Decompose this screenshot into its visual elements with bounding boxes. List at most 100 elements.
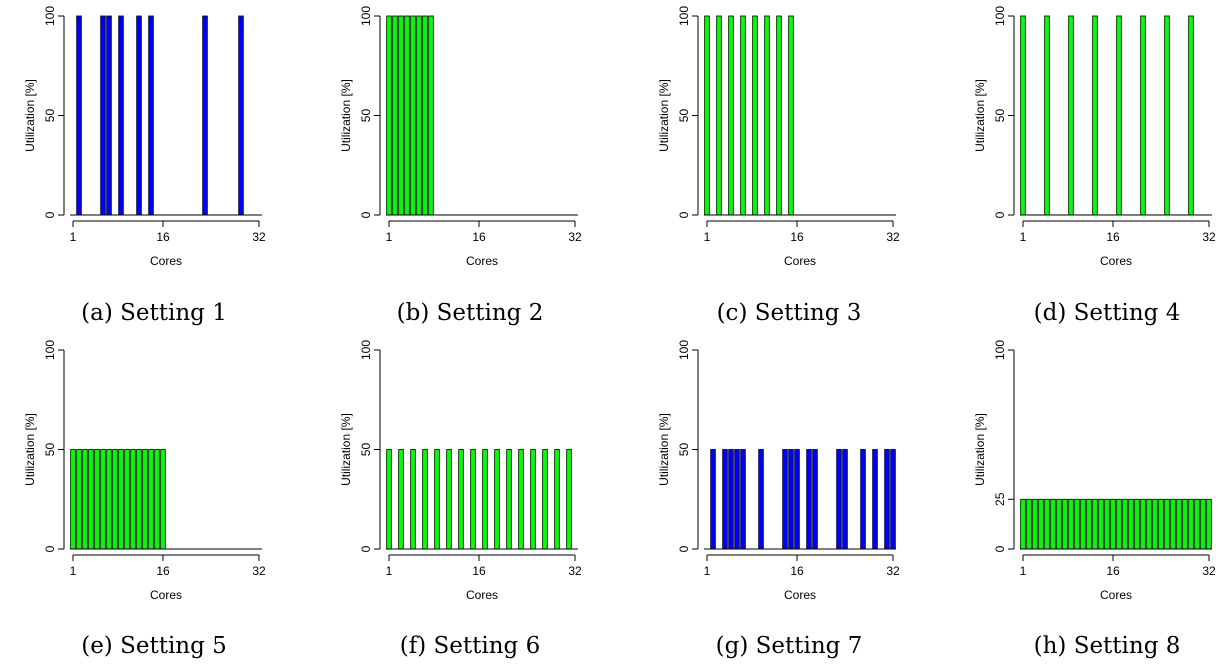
bar-c-core-5	[728, 15, 734, 216]
y-tick-label-e-0: 0	[43, 545, 57, 552]
y-tick-label-d-50: 50	[993, 109, 1007, 123]
bar-h-core-13	[1092, 498, 1098, 550]
bar-b-core-4	[404, 15, 410, 216]
y-axis-label-a: Utilization [%]	[23, 79, 37, 152]
x-tick-label-b-1: 1	[386, 230, 393, 244]
caption-d: (d) Setting 4	[1033, 300, 1181, 326]
caption-g: (g) Setting 7	[715, 633, 863, 659]
bar-d-core-21	[1140, 15, 1146, 216]
bar-f-core-27	[542, 449, 548, 550]
bar-f-core-7	[422, 449, 428, 550]
bar-g-core-5	[728, 449, 734, 550]
chart-d: 0 50 100 Utilization [%] 1 16 32 Cores	[973, 6, 1216, 268]
x-axis-label-g: Cores	[784, 588, 816, 602]
bar-h-core-30	[1194, 498, 1200, 550]
bar-b-core-8	[428, 15, 434, 216]
bar-g-core-18	[806, 449, 812, 550]
bar-e-core-1	[70, 449, 76, 550]
x-tick-label-g-16: 16	[790, 564, 804, 578]
y-tick-label-f-50: 50	[359, 443, 373, 457]
y-tick-label-c-100: 100	[677, 6, 691, 26]
y-tick-label-g-50: 50	[677, 443, 691, 457]
bar-h-core-29	[1188, 498, 1194, 550]
bar-a-core-2	[76, 15, 82, 216]
y-axis-label-g: Utilization [%]	[657, 413, 671, 486]
bar-a-core-23	[202, 15, 208, 216]
y-axis-label-d: Utilization [%]	[973, 79, 987, 152]
x-tick-label-g-32: 32	[886, 564, 900, 578]
bar-d-core-1	[1020, 15, 1026, 216]
bar-b-core-2	[392, 15, 398, 216]
x-axis-label-d: Cores	[1100, 254, 1132, 268]
x-tick-label-e-1: 1	[70, 564, 77, 578]
bar-g-core-4	[722, 449, 728, 550]
x-tick-label-h-1: 1	[1020, 564, 1027, 578]
chart-f: 0 50 100 Utilization [%] 1 16 32 Cores	[339, 340, 582, 602]
x-tick-label-a-1: 1	[70, 230, 77, 244]
chart-c: 0 50 100 Utilization [%] 1 16 32 Cores	[657, 6, 900, 268]
bar-f-core-5	[410, 449, 416, 550]
y-tick-label-b-0: 0	[359, 211, 373, 218]
bar-e-core-16	[160, 449, 166, 550]
bar-a-core-9	[118, 15, 124, 216]
bar-g-core-29	[872, 449, 878, 550]
bar-c-core-15	[788, 15, 794, 216]
x-axis-label-c: Cores	[784, 254, 816, 268]
bar-g-core-7	[740, 449, 746, 550]
y-tick-label-a-0: 0	[43, 211, 57, 218]
bar-f-core-19	[494, 449, 500, 550]
bar-e-core-2	[76, 449, 82, 550]
bar-g-core-31	[884, 449, 890, 550]
caption-b: (b) Setting 2	[396, 300, 544, 326]
y-tick-label-e-100: 100	[43, 340, 57, 360]
bar-f-core-15	[470, 449, 476, 550]
y-tick-label-g-0: 0	[677, 545, 691, 552]
bar-e-core-13	[142, 449, 148, 550]
y-tick-label-f-100: 100	[359, 340, 373, 360]
bar-h-core-12	[1086, 498, 1092, 550]
bar-e-core-14	[148, 449, 154, 550]
bar-f-core-3	[398, 449, 404, 550]
x-tick-label-b-16: 16	[472, 230, 486, 244]
y-tick-label-a-100: 100	[43, 6, 57, 26]
bar-d-core-9	[1068, 15, 1074, 216]
chart-h: 0 25 100 Utilization [%] 1 16 32 Cores	[973, 340, 1216, 602]
chart-g: 0 50 100 Utilization [%] 1 16 32 Cores	[657, 340, 900, 602]
y-axis-label-h: Utilization [%]	[973, 413, 987, 486]
bar-h-core-2	[1026, 498, 1032, 550]
x-tick-label-h-16: 16	[1106, 564, 1120, 578]
bar-e-core-4	[88, 449, 94, 550]
x-tick-label-d-1: 1	[1020, 230, 1027, 244]
y-tick-label-c-50: 50	[677, 109, 691, 123]
bar-h-core-6	[1050, 498, 1056, 550]
x-tick-label-f-16: 16	[472, 564, 486, 578]
bar-h-core-9	[1068, 498, 1074, 550]
bar-h-core-10	[1074, 498, 1080, 550]
bar-e-core-9	[118, 449, 124, 550]
x-tick-label-f-32: 32	[568, 564, 582, 578]
bar-g-core-23	[836, 449, 842, 550]
y-tick-label-d-100: 100	[993, 6, 1007, 26]
y-tick-label-e-50: 50	[43, 443, 57, 457]
bar-h-core-11	[1080, 498, 1086, 550]
bar-g-core-6	[734, 449, 740, 550]
bar-h-core-8	[1062, 498, 1068, 550]
x-tick-label-d-32: 32	[1202, 230, 1216, 244]
y-tick-label-h-25: 25	[993, 492, 1007, 506]
bar-h-core-3	[1032, 498, 1038, 550]
y-tick-label-a-50: 50	[43, 109, 57, 123]
bar-h-core-7	[1056, 498, 1062, 550]
bar-c-core-7	[740, 15, 746, 216]
bar-e-core-8	[112, 449, 118, 550]
bar-g-core-24	[842, 449, 848, 550]
x-axis-label-b: Cores	[466, 254, 498, 268]
bar-g-core-10	[758, 449, 764, 550]
bar-h-core-1	[1020, 498, 1026, 550]
bar-f-core-9	[434, 449, 440, 550]
bar-g-core-27	[860, 449, 866, 550]
x-axis-label-f: Cores	[466, 588, 498, 602]
bar-d-core-13	[1092, 15, 1098, 216]
bar-h-core-17	[1116, 498, 1122, 550]
bar-h-core-18	[1122, 498, 1128, 550]
bar-f-core-17	[482, 449, 488, 550]
